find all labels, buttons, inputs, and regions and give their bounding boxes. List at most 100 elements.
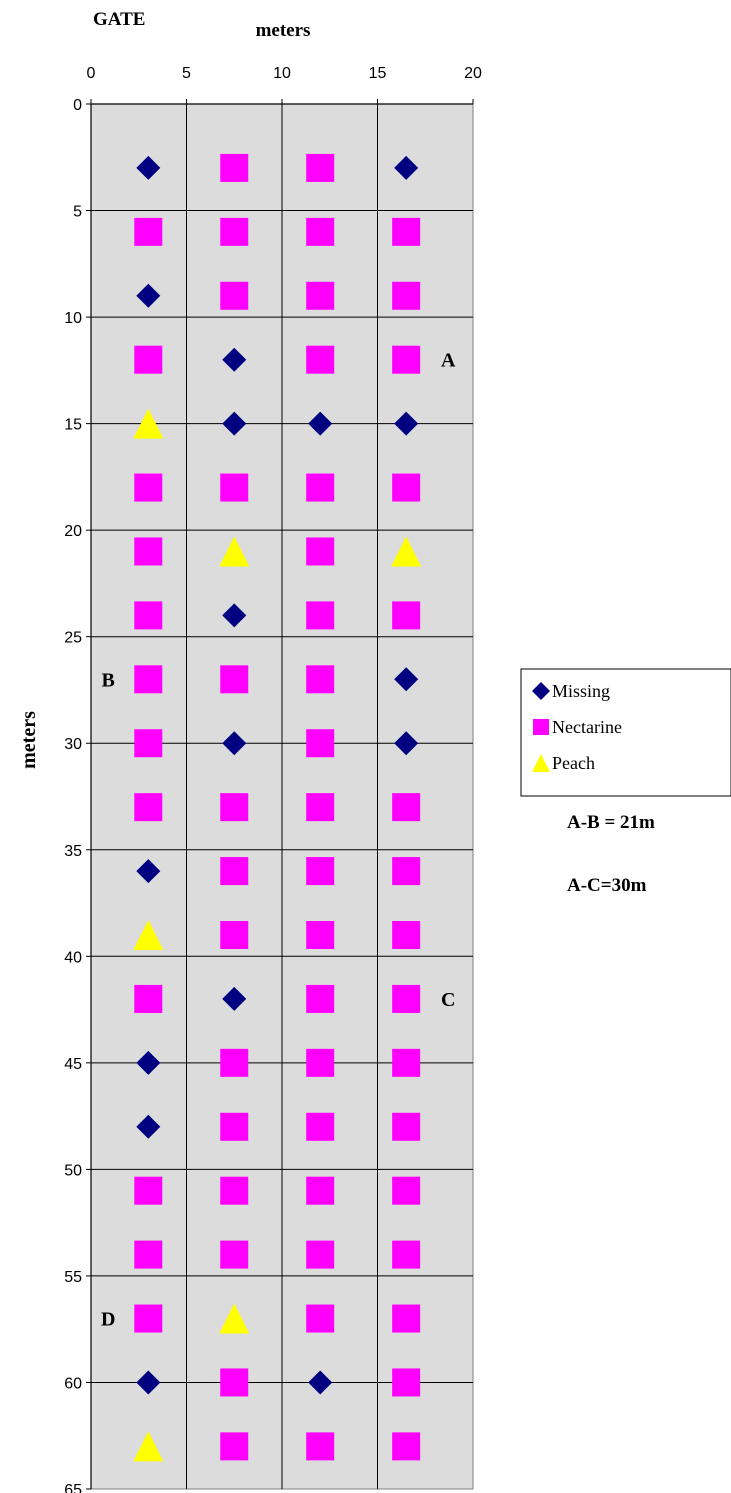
missing-point: [222, 411, 247, 436]
missing-point: [222, 347, 247, 372]
note-a-c: A-C=30m: [567, 875, 647, 896]
tick-labels: 0 5 10 15 20 0 5 10 15 20 25 30 35 40 45 50 55 60 65: [64, 65, 482, 1493]
nectarine-point: [134, 1240, 163, 1269]
legend-nectarine-label: Nectarine: [552, 717, 622, 737]
nectarine-point: [392, 281, 421, 310]
top-label: GATE: [93, 9, 145, 30]
x-tick-label: 15: [369, 65, 387, 82]
nectarine-point: [220, 153, 249, 182]
nectarine-point: [306, 793, 335, 822]
peach-point: [391, 536, 422, 567]
legend-peach-label: Peach: [552, 753, 595, 773]
legend-peach: Peach: [532, 753, 595, 773]
legend-peach-icon: [532, 754, 550, 772]
annotations: A B C D: [101, 350, 456, 1331]
missing-point: [136, 1370, 161, 1395]
missing-point: [222, 731, 247, 756]
missing-point: [308, 1370, 333, 1395]
y-tick-label: 0: [73, 97, 82, 114]
y-tick-label: 30: [64, 736, 82, 753]
y-tick-label: 35: [64, 843, 82, 860]
data-marks: [133, 153, 422, 1462]
annotation-label: A: [441, 350, 456, 372]
nectarine-point: [306, 921, 335, 949]
nectarine-point: [220, 665, 249, 694]
y-tick-label: 15: [64, 417, 82, 434]
nectarine-point: [392, 1112, 421, 1141]
missing-point: [136, 1114, 161, 1139]
missing-point: [394, 731, 419, 756]
annotation-label: C: [441, 989, 455, 1011]
y-tick-label: 60: [64, 1375, 82, 1392]
nectarine-point: [220, 1368, 249, 1397]
nectarine-point: [134, 729, 163, 758]
nectarine-point: [306, 1304, 335, 1333]
nectarine-point: [134, 601, 163, 630]
nectarine-point: [220, 1240, 249, 1269]
nectarine-point: [306, 1432, 335, 1461]
missing-point: [136, 283, 161, 308]
missing-point: [222, 986, 247, 1011]
nectarine-point: [220, 1176, 249, 1205]
y-tick-label: 5: [73, 204, 82, 221]
legend-missing-icon: [532, 682, 550, 700]
peach-point: [133, 408, 164, 439]
nectarine-point: [392, 984, 421, 1013]
y-tick-label: 10: [64, 310, 82, 327]
y-tick-label: 65: [64, 1482, 82, 1493]
nectarine-point: [306, 153, 335, 182]
nectarine-point: [306, 729, 335, 758]
nectarine-point: [134, 1304, 163, 1333]
nectarine-point: [220, 857, 249, 886]
nectarine-point: [220, 793, 249, 822]
nectarine-point: [306, 537, 335, 566]
nectarine-point: [392, 1304, 421, 1333]
nectarine-point: [392, 857, 421, 886]
peach-point: [133, 920, 164, 950]
nectarine-point: [134, 793, 163, 822]
missing-point: [136, 155, 161, 180]
nectarine-point: [306, 857, 335, 886]
x-axis-label: meters: [256, 20, 311, 41]
nectarine-point: [134, 473, 163, 502]
nectarine-point: [306, 1176, 335, 1205]
nectarine-point: [134, 217, 163, 246]
annotation-label: B: [102, 669, 115, 691]
y-tick-label: 40: [64, 949, 82, 966]
missing-point: [136, 859, 161, 884]
nectarine-point: [306, 665, 335, 694]
y-tick-label: 50: [64, 1162, 82, 1179]
nectarine-point: [134, 345, 163, 374]
legend-box: [520, 668, 731, 797]
nectarine-point: [306, 1048, 335, 1077]
x-tick-label: 20: [464, 65, 482, 82]
nectarine-point: [392, 793, 421, 822]
y-tick-label: 20: [64, 523, 82, 540]
x-tick-label: 5: [182, 65, 191, 82]
missing-point: [394, 411, 419, 436]
nectarine-point: [392, 1048, 421, 1077]
y-tick-label: 25: [64, 630, 82, 647]
nectarine-point: [220, 921, 249, 949]
nectarine-point: [306, 1240, 335, 1269]
peach-point: [219, 536, 250, 567]
axes: [86, 99, 474, 1490]
nectarine-point: [220, 217, 249, 246]
missing-point: [222, 603, 247, 628]
x-tick-label: 10: [273, 65, 291, 82]
nectarine-point: [306, 1112, 335, 1141]
nectarine-point: [392, 473, 421, 502]
nectarine-point: [392, 1240, 421, 1269]
legend-missing: Missing: [532, 681, 610, 701]
missing-point: [394, 667, 419, 692]
nectarine-point: [392, 601, 421, 630]
missing-point: [394, 155, 419, 180]
nectarine-point: [220, 1048, 249, 1077]
note-a-b: A-B = 21m: [567, 812, 655, 833]
nectarine-point: [134, 984, 163, 1013]
nectarine-point: [306, 217, 335, 246]
nectarine-point: [306, 601, 335, 630]
legend-nectarine: Nectarine: [533, 717, 622, 737]
nectarine-point: [392, 1432, 421, 1461]
